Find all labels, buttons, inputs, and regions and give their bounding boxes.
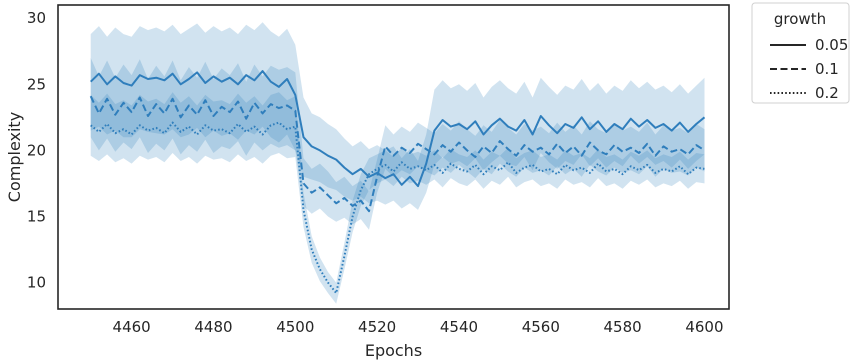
- x-tick-label: 4480: [194, 318, 232, 336]
- x-tick-label: 4500: [276, 318, 314, 336]
- x-tick-label: 4520: [358, 318, 396, 336]
- band-growth-0.1: [90, 57, 705, 230]
- y-tick-label: 15: [27, 207, 46, 225]
- line-growth-0.1: [89, 95, 706, 213]
- legend-items: 0.05 0.1 0.2: [770, 36, 848, 102]
- y-tick-label: 20: [27, 141, 46, 159]
- plot-frame: [57, 4, 730, 310]
- legend-label-0.2: 0.2: [815, 84, 839, 102]
- series-lines: [89, 70, 706, 295]
- legend-box: [751, 2, 850, 104]
- x-tick-label: 4540: [440, 318, 478, 336]
- y-axis-ticks: 10 15 20 25 30: [27, 9, 46, 291]
- legend-label-0.05: 0.05: [815, 36, 848, 54]
- x-axis-label: Epochs: [365, 341, 422, 360]
- legend: growth 0.05 0.1 0.2: [751, 2, 850, 104]
- x-tick-label: 4580: [604, 318, 642, 336]
- x-tick-label: 4560: [522, 318, 560, 336]
- band-growth-0.2: [90, 92, 705, 304]
- confidence-bands: [90, 22, 705, 304]
- y-tick-label: 30: [27, 9, 46, 27]
- line-growth-0.05: [90, 70, 706, 188]
- x-tick-label: 4460: [113, 318, 151, 336]
- y-tick-label: 10: [27, 274, 46, 292]
- y-tick-label: 25: [27, 75, 46, 93]
- x-tick-label: 4600: [685, 318, 723, 336]
- legend-title: growth: [774, 10, 826, 28]
- y-axis-label: Complexity: [5, 112, 24, 202]
- band-growth-0.05: [90, 22, 705, 210]
- x-axis-ticks: 4460 4480 4500 4520 4540 4560 4580 4600: [113, 318, 724, 336]
- legend-label-0.1: 0.1: [815, 60, 839, 78]
